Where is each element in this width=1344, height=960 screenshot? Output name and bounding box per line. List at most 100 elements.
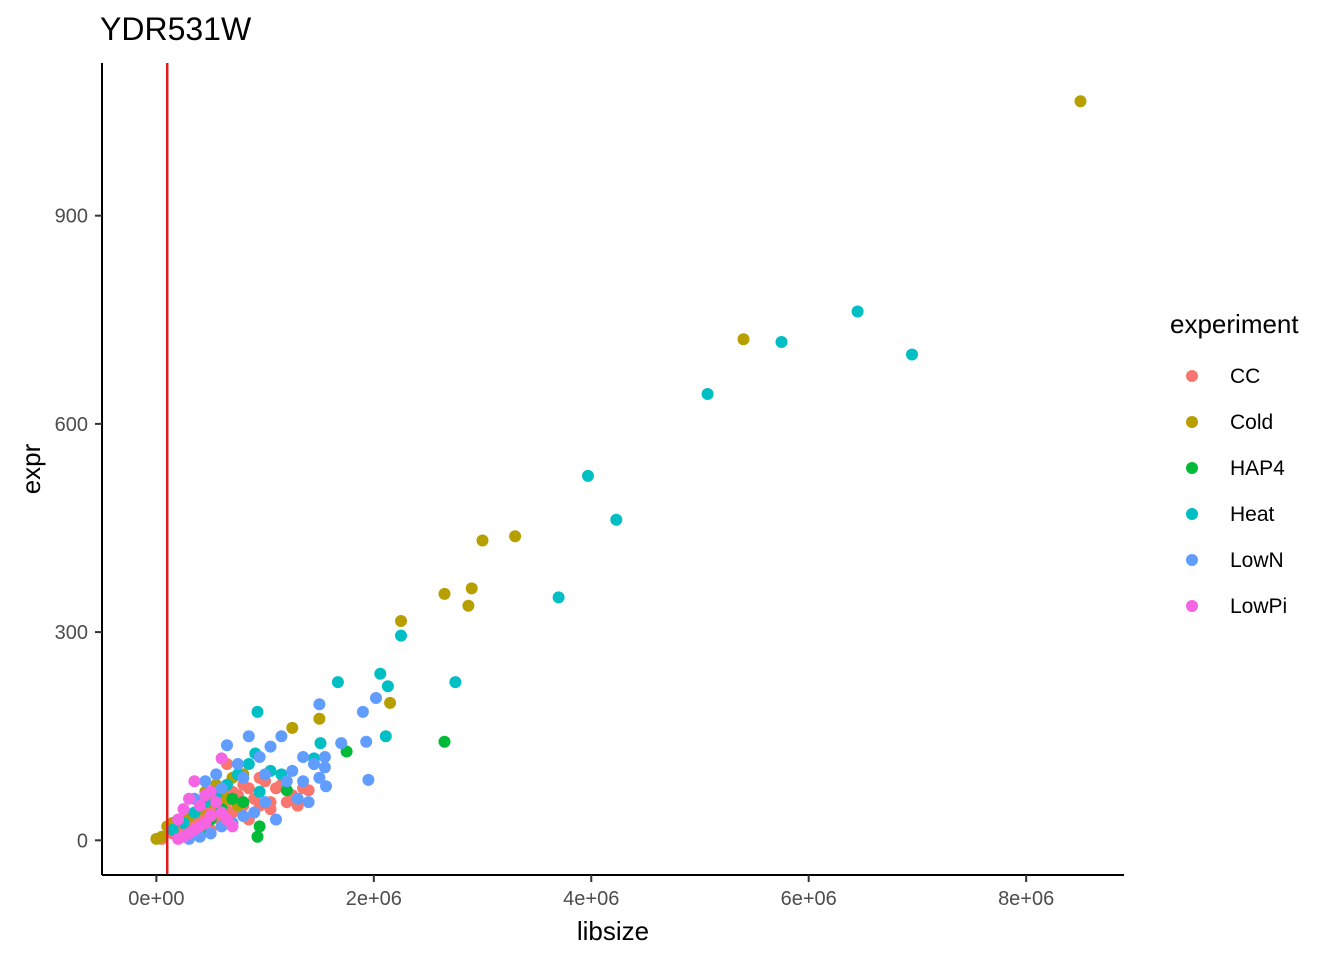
point-lowpi-4: [172, 813, 185, 826]
point-cold-0: [1074, 95, 1087, 108]
point-lowpi-5: [193, 799, 206, 812]
point-lown-2: [356, 705, 369, 718]
x-axis-ticks: 0e+00 2e+06 4e+06 6e+06 8e+06: [128, 875, 1054, 910]
point-heat-3: [701, 388, 714, 400]
point-heat-24: [166, 823, 179, 836]
point-cold-7: [395, 615, 407, 627]
point-lown-13: [231, 758, 244, 770]
point-lown-16: [199, 775, 212, 788]
y-tick-label-0: 0: [77, 830, 88, 852]
point-lown-36: [297, 775, 310, 788]
legend-key-lown: [1186, 554, 1198, 566]
point-lown-21: [291, 792, 304, 805]
point-heat-4: [582, 469, 594, 482]
point-lown-4: [335, 737, 348, 750]
legend-key-lowpi: [1186, 600, 1198, 612]
point-lown-8: [286, 764, 299, 777]
point-hap4-5: [226, 792, 239, 805]
y-axis-ticks: 0 300 600 900: [55, 206, 102, 852]
point-cc-26: [302, 784, 315, 797]
point-lown-10: [264, 740, 277, 753]
point-lown-15: [210, 768, 223, 781]
point-lowpi-0: [215, 752, 228, 765]
point-lown-6: [308, 758, 320, 770]
point-heat-17: [242, 758, 255, 770]
legend-key-hap4: [1186, 462, 1198, 474]
point-lown-25: [237, 810, 250, 822]
point-lown-22: [270, 813, 282, 826]
point-heat-10: [331, 676, 344, 689]
legend-items: CC Cold HAP4 Heat LowN LowPi: [1186, 365, 1287, 618]
chart-title: YDR531W: [100, 11, 252, 47]
point-lown-11: [253, 751, 266, 763]
point-cold-10: [286, 721, 299, 734]
legend-label-hap4: HAP4: [1230, 457, 1285, 480]
point-heat-2: [906, 348, 918, 361]
x-tick-label-1: 2e+06: [346, 888, 402, 910]
point-cold-12: [155, 830, 168, 843]
legend-label-cc: CC: [1230, 365, 1260, 388]
y-tick-label-3: 900: [55, 206, 88, 228]
point-lowpi-3: [177, 803, 190, 816]
point-cold-5: [438, 587, 451, 600]
point-cold-4: [465, 582, 478, 595]
point-heat-0: [851, 305, 864, 318]
point-lown-35: [215, 782, 228, 795]
point-heat-12: [379, 730, 392, 743]
y-tick-label-1: 300: [55, 622, 88, 644]
point-hap4-4: [251, 830, 264, 843]
point-lowpi-1: [188, 775, 201, 788]
point-lown-24: [248, 806, 261, 819]
point-lown-31: [302, 796, 315, 809]
point-heat-7: [395, 629, 407, 642]
point-lown-9: [275, 730, 288, 743]
point-cold-2: [509, 530, 522, 543]
point-cold-1: [737, 333, 750, 346]
y-axis-title: expr: [16, 443, 46, 494]
point-lown-28: [204, 827, 217, 840]
legend-key-heat: [1186, 508, 1198, 520]
x-tick-label-4: 8e+06: [998, 888, 1054, 910]
point-lown-12: [242, 730, 255, 743]
point-lown-37: [318, 761, 331, 774]
point-cold-6: [462, 599, 475, 612]
point-lowpi-15: [172, 832, 185, 845]
data-points: [150, 95, 1087, 845]
point-lown-34: [237, 771, 250, 784]
point-hap4-0: [438, 735, 451, 748]
point-lown-23: [259, 796, 272, 809]
point-lown-14: [221, 739, 233, 752]
point-heat-6: [552, 591, 565, 604]
point-hap4-2: [280, 784, 293, 797]
x-tick-label-3: 6e+06: [781, 888, 837, 910]
point-hap4-10: [237, 796, 250, 809]
point-heat-9: [374, 667, 387, 680]
point-lowpi-2: [183, 792, 195, 805]
point-heat-13: [314, 737, 327, 750]
point-lowpi-7: [204, 785, 217, 798]
point-lown-19: [320, 780, 332, 793]
point-lown-33: [259, 768, 272, 781]
legend-key-cold: [1186, 416, 1198, 428]
point-cc-15: [242, 782, 255, 795]
point-heat-8: [449, 676, 462, 689]
x-axis-title: libsize: [577, 916, 649, 946]
point-lown-7: [297, 751, 310, 763]
point-lown-5: [318, 751, 331, 763]
legend-label-cold: Cold: [1230, 411, 1273, 434]
x-tick-label-2: 4e+06: [563, 888, 619, 910]
point-hap4-3: [253, 820, 266, 833]
point-lown-1: [370, 692, 382, 704]
legend-label-lowpi: LowPi: [1230, 595, 1287, 618]
y-tick-label-2: 600: [55, 414, 88, 436]
point-heat-5: [610, 513, 623, 526]
legend: experiment CC Cold HAP4 Heat LowN LowPi: [1170, 309, 1299, 618]
point-heat-11: [381, 680, 394, 693]
legend-label-lown: LowN: [1230, 549, 1284, 572]
point-heat-25: [253, 785, 266, 798]
point-lown-3: [360, 735, 373, 748]
point-heat-15: [251, 705, 264, 718]
point-cold-9: [313, 712, 326, 725]
point-cold-3: [476, 534, 489, 547]
